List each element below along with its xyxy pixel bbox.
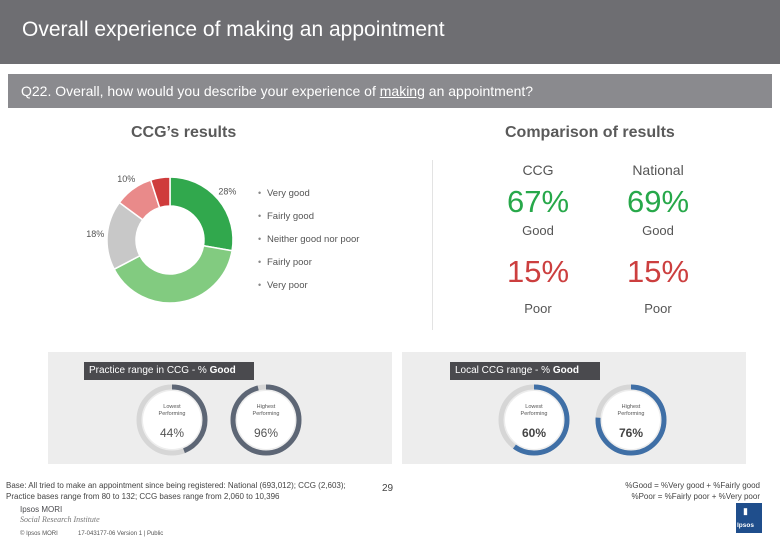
slice-label-fairly-good: 40% bbox=[173, 309, 191, 310]
ccg-results-heading: CCG’s results bbox=[131, 124, 237, 141]
ring-caption-line2: Performing bbox=[252, 411, 280, 417]
ccg-poor-value: 15% bbox=[506, 254, 570, 289]
bullet-icon: • bbox=[258, 280, 262, 290]
slice-label-very-good: 28% bbox=[218, 187, 236, 197]
question-underlined: making bbox=[379, 83, 425, 99]
slice-label-neither: 18% bbox=[86, 229, 104, 239]
ring-caption: Lowest Performing bbox=[496, 404, 572, 418]
base-note-line1: Base: All tried to make an appointment s… bbox=[6, 481, 346, 490]
ipsos-logo: ▮ Ipsos bbox=[736, 503, 762, 533]
legend-item-neither: • Neither good nor poor bbox=[258, 234, 359, 257]
ccg-good-label: Good bbox=[522, 223, 554, 238]
question-bar: Q22. Overall, how would you describe you… bbox=[8, 74, 772, 108]
page-title: Overall experience of making an appointm… bbox=[22, 18, 445, 41]
column-divider bbox=[432, 160, 433, 330]
ring-caption: Lowest Performing bbox=[134, 404, 210, 418]
ring-center bbox=[505, 391, 563, 449]
ccg-column-header: CCG bbox=[522, 162, 554, 178]
flag-icon: ▮ bbox=[743, 506, 748, 516]
question-text: Q22. Overall, how would you describe you… bbox=[21, 83, 533, 99]
ring-fill bbox=[136, 384, 208, 456]
legend-label: Very poor bbox=[267, 280, 308, 291]
legend-item-fairly-good: • Fairly good bbox=[258, 211, 359, 234]
logo-text: Ipsos bbox=[737, 522, 754, 529]
brand-subtitle: Social Research Institute bbox=[20, 515, 100, 524]
poor-definition: %Poor = %Fairly poor + %Very poor bbox=[631, 492, 760, 501]
national-poor-label: Poor bbox=[644, 301, 672, 316]
ring-caption-line1: Highest bbox=[621, 404, 641, 410]
bullet-icon: • bbox=[258, 211, 262, 221]
brand-name: Ipsos MORI bbox=[20, 505, 63, 514]
legend-label: Neither good nor poor bbox=[267, 234, 360, 245]
ring-gauge bbox=[595, 384, 667, 456]
ring-fill bbox=[498, 384, 570, 456]
national-good-label: Good bbox=[642, 223, 674, 238]
ring-center bbox=[143, 391, 201, 449]
lowest-performing-ccg-ring: Lowest Performing 60% bbox=[496, 382, 572, 458]
ring-fill bbox=[230, 384, 302, 456]
tab-bold: Good bbox=[552, 365, 579, 376]
ring-caption-line1: Highest bbox=[256, 404, 276, 410]
ring-gauge bbox=[498, 384, 570, 456]
practice-range-tab: Practice range in CCG - % Good bbox=[84, 362, 254, 380]
legend-item-fairly-poor: • Fairly poor bbox=[258, 257, 359, 280]
ring-center bbox=[602, 391, 660, 449]
ccg-good-value: 67% bbox=[506, 184, 570, 219]
slice-label-very-poor: 5% bbox=[152, 170, 165, 171]
legend-label: Very good bbox=[267, 188, 310, 199]
local-ccg-range-panel: Local CCG range - % Good Lowest Performin… bbox=[402, 352, 746, 464]
legend-item-very-good: • Very good bbox=[258, 188, 359, 211]
ring-fill bbox=[595, 384, 667, 456]
page-number: 29 bbox=[382, 483, 394, 494]
legend-label: Fairly poor bbox=[267, 257, 312, 268]
ring-center bbox=[237, 391, 295, 449]
tab-bold: Good bbox=[209, 365, 236, 376]
bullet-icon: • bbox=[258, 234, 262, 244]
legend-item-very-poor: • Very poor bbox=[258, 280, 359, 303]
bullet-icon: • bbox=[258, 257, 262, 267]
donut-chart: 28% 40% 18% 10% 5% bbox=[86, 170, 236, 310]
local-ccg-range-tab: Local CCG range - % Good bbox=[450, 362, 600, 380]
base-note: Base: All tried to make an appointment s… bbox=[6, 480, 346, 502]
comparison-heading: Comparison of results bbox=[505, 124, 675, 141]
document-id: 17-043177-06 Version 1 | Public bbox=[78, 531, 164, 537]
lowest-performing-practice-ring: Lowest Performing 44% bbox=[134, 382, 210, 458]
brand-logo: Ipsos MORI Social Research Institute bbox=[20, 505, 100, 525]
ring-caption: Highest Performing bbox=[228, 404, 304, 418]
national-column-header: National bbox=[632, 162, 684, 178]
ring-value: 96% bbox=[253, 426, 279, 440]
title-bar: Overall experience of making an appointm… bbox=[0, 0, 780, 64]
ring-value: 76% bbox=[618, 426, 644, 440]
national-good-value: 69% bbox=[626, 184, 690, 219]
ring-gauge bbox=[230, 384, 302, 456]
highest-performing-practice-ring: Highest Performing 96% bbox=[228, 382, 304, 458]
ring-caption-line2: Performing bbox=[158, 411, 186, 417]
legend-label: Fairly good bbox=[267, 211, 314, 222]
good-definition: %Good = %Very good + %Fairly good bbox=[625, 481, 760, 490]
ring-gauge bbox=[136, 384, 208, 456]
chart-legend: • Very good • Fairly good • Neither good no… bbox=[258, 188, 359, 303]
ring-value: 44% bbox=[159, 426, 185, 440]
ring-value: 60% bbox=[521, 426, 547, 440]
ring-caption-line2: Performing bbox=[617, 411, 645, 417]
highest-performing-ccg-ring: Highest Performing 76% bbox=[593, 382, 669, 458]
question-prefix: Q22. Overall, how would you describe you… bbox=[21, 83, 380, 99]
definitions-note: %Good = %Very good + %Fairly good %Poor … bbox=[625, 480, 760, 502]
tab-text: Practice range in CCG - % bbox=[89, 365, 210, 376]
donut-slice-fairly-good bbox=[113, 244, 233, 304]
ccg-poor-label: Poor bbox=[524, 301, 552, 316]
tab-text: Local CCG range - % bbox=[455, 365, 553, 376]
slice-label-fairly-poor: 10% bbox=[117, 174, 135, 184]
ring-caption-line1: Lowest bbox=[525, 404, 543, 410]
national-poor-value: 15% bbox=[626, 254, 690, 289]
question-suffix: an appointment? bbox=[424, 83, 534, 99]
ring-caption-line2: Performing bbox=[520, 411, 548, 417]
ring-caption: Highest Performing bbox=[593, 404, 669, 418]
bullet-icon: • bbox=[258, 188, 262, 198]
base-note-line2: Practice bases range from 80 to 132; CCG… bbox=[6, 492, 280, 501]
copyright: © Ipsos MORI bbox=[20, 531, 58, 537]
donut-slice-very-poor bbox=[149, 176, 171, 209]
practice-range-panel: Practice range in CCG - % Good Lowest Per… bbox=[48, 352, 392, 464]
ring-caption-line1: Lowest bbox=[163, 404, 181, 410]
